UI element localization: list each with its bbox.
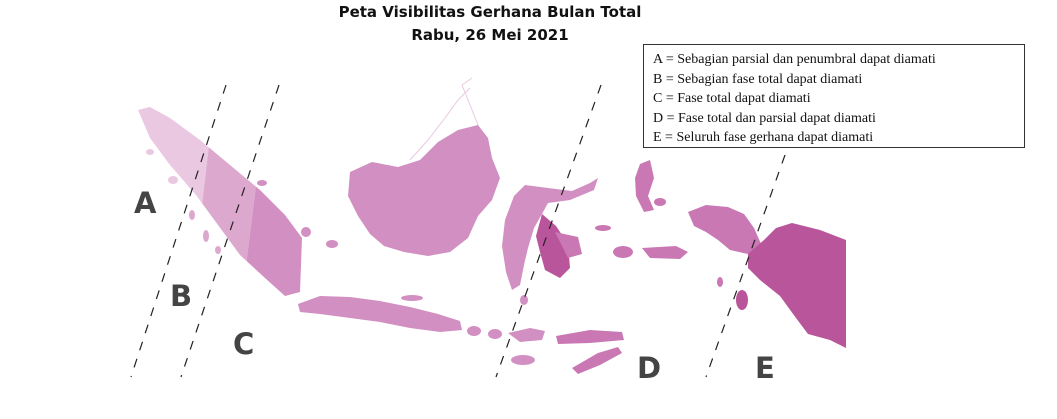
zone-label-c: C: [233, 327, 255, 361]
sumatra-island: [138, 107, 338, 296]
bangka-island: [301, 227, 311, 237]
sumbawa-island: [508, 328, 545, 342]
mentawai-island-3: [215, 246, 221, 254]
simeulue-island: [146, 149, 154, 155]
mentawai-island-2: [203, 230, 209, 242]
buru-island: [613, 246, 633, 258]
timor-island: [572, 347, 622, 374]
boundary-a-b: [130, 84, 227, 378]
zone-label-e: E: [755, 351, 775, 385]
java-island: [298, 296, 462, 332]
zone-label-a: A: [134, 186, 157, 220]
papua-island: [688, 205, 846, 348]
sulawesi-zone-c: [502, 178, 598, 290]
mentawai-island-1: [189, 210, 195, 220]
map-subtitle: Rabu, 26 Mei 2021: [411, 26, 569, 44]
riau-island: [257, 180, 267, 186]
boundary-c-d: [495, 84, 602, 378]
lombok-island: [488, 329, 502, 339]
map-legend: A = Sebagian parsial dan penumbral dapat…: [643, 44, 1025, 148]
kalimantan-border: [461, 77, 479, 126]
legend-item-d: D = Fase total dan parsial dapat diamati: [653, 110, 876, 126]
sabah-outline: [409, 87, 471, 161]
sulawesi-zone-d: [536, 214, 570, 278]
maluku-islands: [595, 160, 748, 310]
nias-island: [168, 176, 178, 184]
java-nusa-tenggara: [298, 295, 624, 374]
madura-island: [401, 295, 423, 301]
sumba-island: [511, 355, 535, 365]
belitung-island: [326, 240, 338, 248]
flores-island: [556, 330, 624, 344]
halmahera-island: [635, 160, 654, 212]
legend-item-e: E = Seluruh fase gerhana dapat diamati: [653, 130, 874, 146]
sula-island: [595, 225, 611, 231]
morotai-island: [654, 198, 666, 206]
selayar-island: [520, 295, 528, 305]
papua-bird-head: [688, 205, 762, 254]
sulawesi-southeast: [555, 232, 582, 258]
zone-label-b: B: [170, 279, 193, 313]
bali-island: [467, 326, 481, 336]
zone-boundaries: [130, 84, 786, 378]
kalimantan-island: [348, 125, 500, 256]
kai-island: [717, 277, 723, 287]
seram-island: [642, 246, 688, 259]
legend-item-a: A = Sebagian parsial dan penumbral dapat…: [653, 52, 936, 67]
legend-item-c: C = Fase total dapat diamati: [653, 91, 811, 107]
boundary-d-e: [705, 154, 786, 378]
boundary-b-c: [180, 84, 280, 378]
zone-label-d: D: [637, 351, 662, 385]
legend-item-b: B = Sebagian fase total dapat diamati: [653, 71, 863, 87]
papua-zone-e: [748, 223, 846, 348]
map-title: Peta Visibilitas Gerhana Bulan Total: [338, 3, 642, 21]
sulawesi-island: [502, 178, 598, 305]
aru-island: [736, 290, 748, 310]
sumatra-zone-c: [227, 107, 302, 296]
